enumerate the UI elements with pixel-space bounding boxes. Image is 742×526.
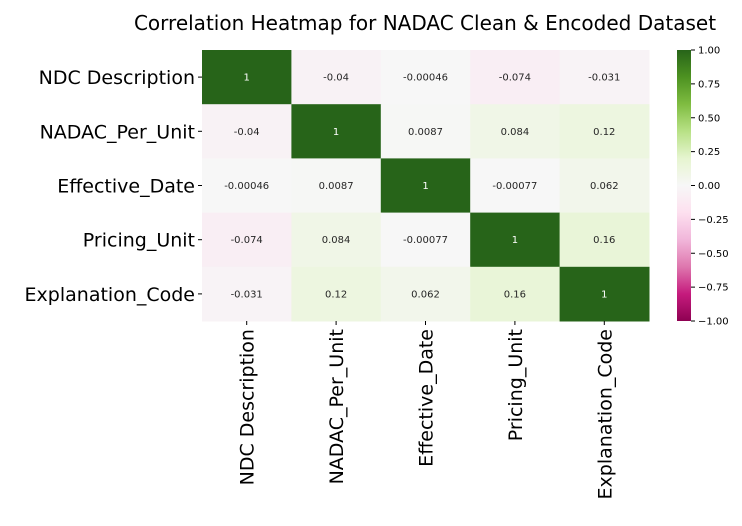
cell-value-label: 0.062 [590, 181, 619, 192]
cell-value-label: 0.084 [501, 127, 530, 138]
heatmap-cell [202, 266, 292, 322]
heatmap-cell [291, 212, 382, 268]
column-tick-label: NADAC_Per_Unit [326, 329, 348, 484]
heatmap-cell [291, 158, 382, 214]
colorbar-tick-label: −0.50 [698, 249, 729, 260]
cell-value-label: 1 [601, 289, 607, 300]
column-tick-labels: NDC Description NADAC_Per_Unit Effective_D… [237, 321, 616, 499]
cell-value-label: 0.062 [411, 289, 440, 300]
column-tick-label: NDC Description [237, 329, 259, 485]
colorbar-gradient [677, 50, 691, 321]
column-tick-label: Effective_Date [416, 329, 438, 467]
heatmap-cell [380, 104, 471, 159]
cell-value-label: 1 [244, 73, 250, 84]
row-tick-label: NDC Description [39, 67, 195, 89]
cell-value-label: -0.00077 [403, 235, 448, 246]
heatmap-cell [470, 212, 561, 268]
heatmap-cell [559, 212, 650, 268]
heatmap-cell [380, 212, 471, 268]
row-tick-label: NADAC_Per_Unit [40, 121, 195, 143]
cell-value-label: 0.12 [325, 289, 347, 300]
heatmap-cell [202, 104, 292, 159]
heatmap-cell [559, 266, 650, 322]
colorbar: 1.00 0.75 0.50 0.25 0.00 −0.25 −0.50 −0.75 −1.00 [677, 46, 729, 328]
cell-value-label: 0.16 [593, 235, 615, 246]
cell-value-label: 0.12 [593, 127, 615, 138]
cell-value-label: 0.084 [322, 235, 351, 246]
heatmap-cell [470, 104, 561, 159]
heatmap-cell [202, 158, 292, 214]
colorbar-tick-label: −0.75 [698, 283, 729, 294]
row-tick-label: Pricing_Unit [83, 230, 195, 252]
cell-value-label: -0.00077 [492, 181, 537, 192]
heatmap-cell [380, 50, 471, 105]
heatmap-cell [470, 266, 561, 322]
cell-value-label: -0.031 [231, 289, 263, 300]
row-tick-labels: NDC Description NADAC_Per_Unit Effective_D… [25, 67, 202, 306]
cell-value-label: 0.0087 [408, 127, 443, 138]
heatmap-cell [559, 50, 650, 105]
cell-value-label: 1 [512, 235, 518, 246]
heatmap-cell [202, 50, 292, 105]
heatmap-cell [291, 104, 382, 159]
cell-value-label: -0.074 [231, 235, 263, 246]
cell-value-label: -0.04 [234, 127, 260, 138]
colorbar-tick-label: 0.00 [698, 181, 720, 192]
colorbar-tick-label: −0.25 [698, 215, 729, 226]
cell-value-label: -0.074 [499, 73, 531, 84]
cell-value-label: -0.031 [588, 73, 620, 84]
heatmap-cell [470, 50, 561, 105]
column-tick-label: Explanation_Code [594, 329, 616, 499]
heatmap-cell [380, 266, 471, 322]
colorbar-tick-label: 1.00 [698, 46, 720, 57]
heatmap-cell [470, 158, 561, 214]
column-tick-label: Pricing_Unit [505, 329, 527, 441]
heatmap-cell [291, 50, 382, 105]
heatmap-cell [291, 266, 382, 322]
heatmap-cell [202, 212, 292, 268]
heatmap-cell [559, 104, 650, 159]
heatmap-cells: 1 -0.04 -0.00046 -0.074 -0.031 -0.04 1 0.0087 0.… [202, 50, 650, 322]
colorbar-tick-label: −1.00 [698, 317, 729, 328]
cell-value-label: 0.16 [504, 289, 526, 300]
heatmap-cell [559, 158, 650, 214]
colorbar-tick-label: 0.25 [698, 147, 720, 158]
cell-value-label: -0.00046 [224, 181, 269, 192]
cell-value-label: -0.04 [323, 73, 349, 84]
colorbar-tick-label: 0.50 [698, 113, 720, 124]
cell-value-label: 0.0087 [319, 181, 354, 192]
row-tick-label: Effective_Date [57, 176, 195, 198]
cell-value-label: 1 [333, 127, 339, 138]
heatmap-cell [380, 158, 471, 214]
cell-value-label: 1 [422, 181, 428, 192]
chart-title: Correlation Heatmap for NADAC Clean & En… [134, 11, 716, 35]
row-tick-label: Explanation_Code [25, 284, 195, 306]
colorbar-tick-label: 0.75 [698, 79, 720, 90]
cell-value-label: -0.00046 [403, 73, 448, 84]
